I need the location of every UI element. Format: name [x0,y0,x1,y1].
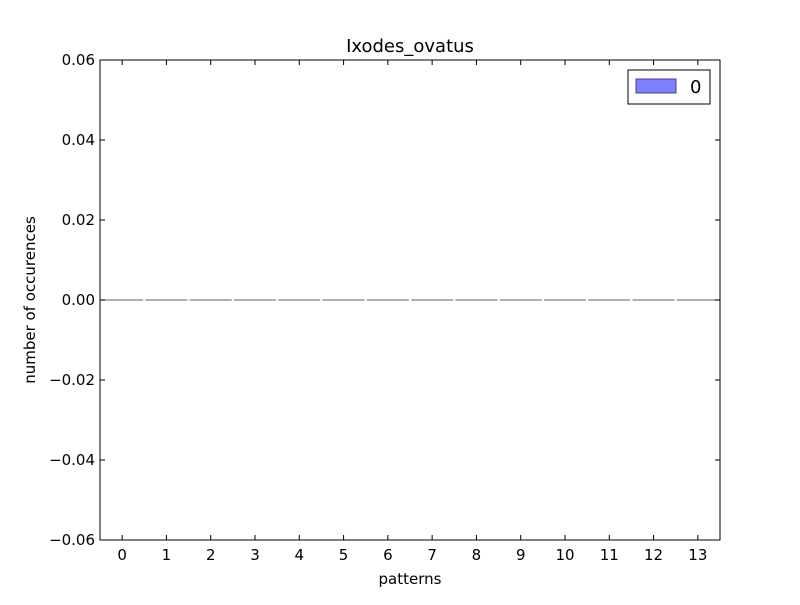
x-tick-label: 6 [383,546,393,564]
x-tick-label: 0 [117,546,127,564]
x-tick-label: 12 [644,546,663,564]
y-tick-label: −0.04 [49,451,95,469]
x-tick-label: 2 [206,546,216,564]
labels-layer: 0.060.040.020.00−0.02−0.04−0.060 1 2 3 4 5 6 7 8… [49,51,707,564]
y-tick-label: −0.06 [49,531,95,549]
x-tick-label: 10 [555,546,574,564]
y-tick-label: 0.06 [62,51,95,69]
x-tick-label: 8 [472,546,482,564]
plot-area-frame [99,59,721,541]
chart-title: Ixodes_ovatus [346,36,474,57]
y-tick-label: 0.00 [62,291,95,309]
x-tick-label: 5 [339,546,349,564]
x-tick-label: 7 [427,546,437,564]
x-tick-label: 4 [295,546,305,564]
y-axis-label: number of occurences [21,216,39,384]
x-tick-label: 9 [516,546,526,564]
legend: 0 [627,69,711,105]
y-tick-label: 0.02 [62,211,95,229]
legend-swatch [635,78,677,94]
x-tick-label: 13 [688,546,707,564]
y-tick-label: 0.04 [62,131,95,149]
ticks-layer [100,59,720,541]
x-tick-label: 3 [250,546,260,564]
x-axis-label: patterns [379,570,442,588]
x-tick-label: 11 [600,546,619,564]
y-tick-label: −0.02 [49,371,95,389]
x-tick-label: 1 [162,546,172,564]
legend-label: 0 [690,77,701,98]
